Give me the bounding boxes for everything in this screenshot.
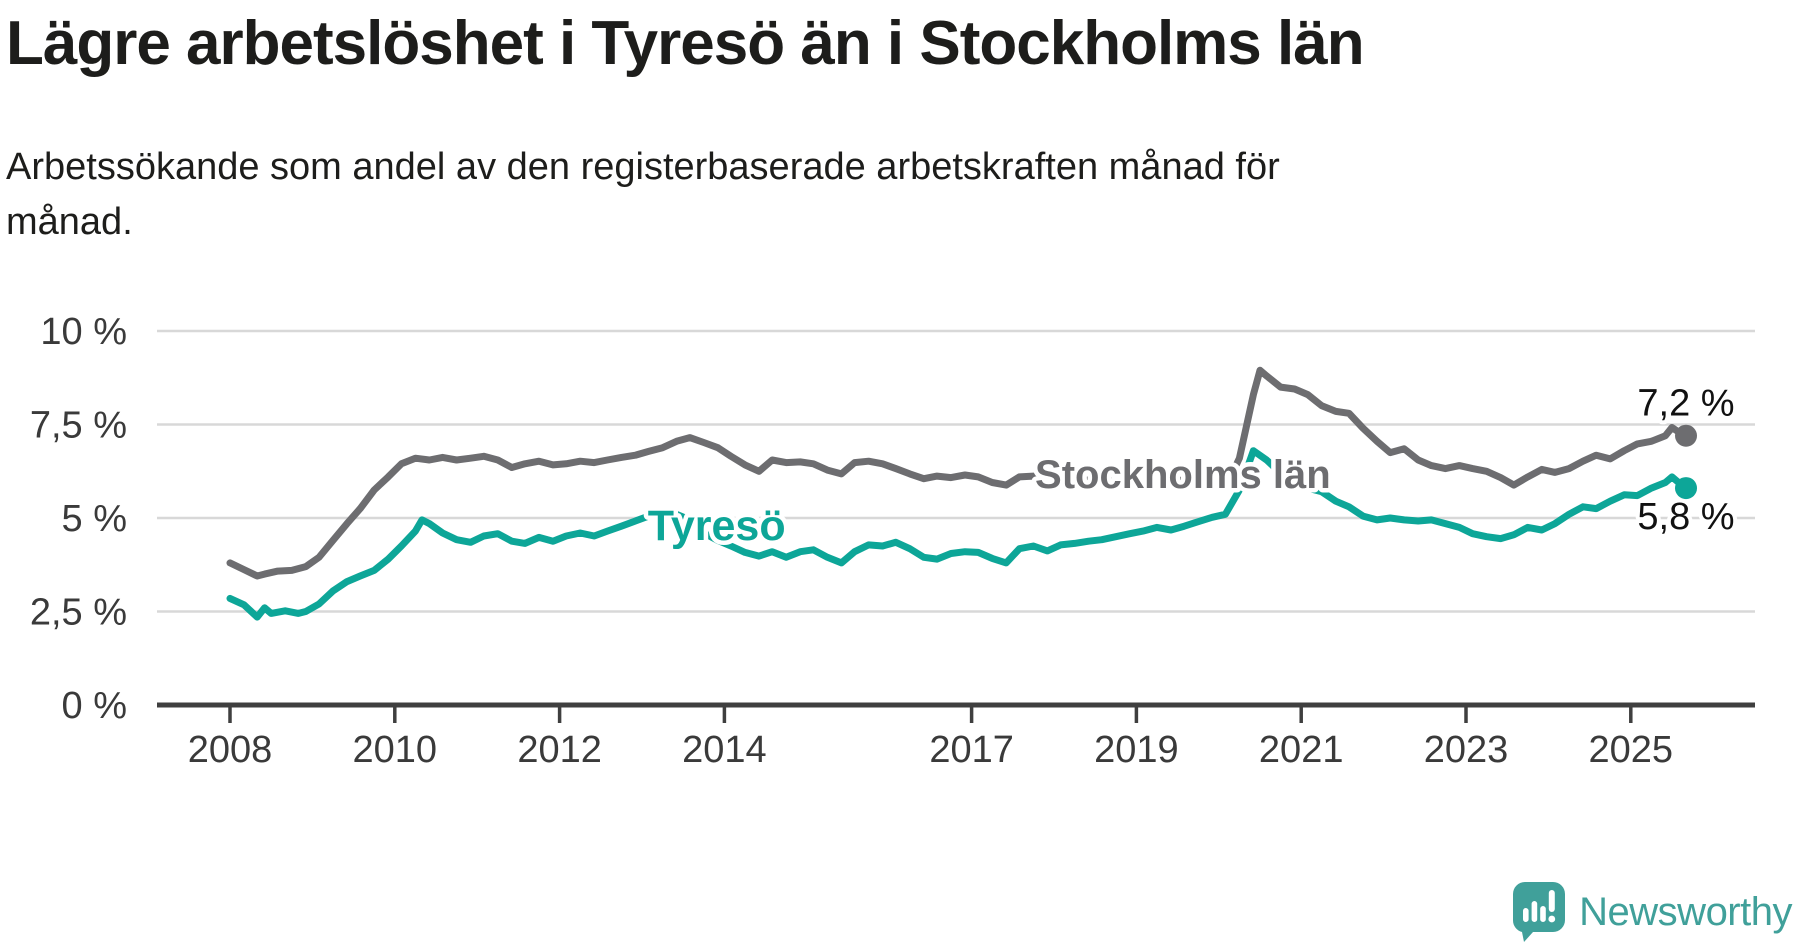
newsworthy-logo: Newsworthy bbox=[1513, 882, 1792, 942]
y-tick-label: 7,5 % bbox=[30, 405, 127, 447]
x-tick-label: 2014 bbox=[682, 729, 767, 771]
x-tick-label: 2025 bbox=[1589, 729, 1674, 771]
newsworthy-speech-bubble-icon bbox=[1513, 882, 1566, 942]
x-tick-label: 2012 bbox=[517, 729, 602, 771]
y-tick-label: 0 % bbox=[62, 685, 127, 727]
x-tick-label: 2017 bbox=[929, 729, 1014, 771]
bar-medium bbox=[1540, 906, 1546, 922]
series-end-dot bbox=[1675, 477, 1698, 500]
x-tick-label: 2021 bbox=[1259, 729, 1344, 771]
series-label-tyres-: Tyresö bbox=[648, 502, 786, 550]
exclamation-stem bbox=[1548, 890, 1555, 912]
series-label-stockholms-l-n: Stockholms län bbox=[1035, 453, 1331, 497]
gridlines bbox=[157, 329, 1755, 613]
page-title: Lägre arbetslöshet i Tyresö än i Stockho… bbox=[6, 9, 1365, 78]
series-line-tyres- bbox=[226, 447, 1690, 621]
bar-small bbox=[1523, 908, 1529, 922]
axes: 0 % 2,5 % 5 % 7,5 % 10 % 2008 2010 2012 2014 2017… bbox=[30, 311, 1755, 771]
y-tick-label: 2,5 % bbox=[30, 592, 127, 634]
speech-bubble-shape bbox=[1513, 882, 1566, 942]
x-tick-label: 2019 bbox=[1094, 729, 1179, 771]
data-series bbox=[226, 366, 1698, 621]
x-tick-label: 2010 bbox=[353, 729, 438, 771]
series-end-dot bbox=[1675, 424, 1698, 447]
newsworthy-wordmark: Newsworthy bbox=[1579, 889, 1792, 934]
bar-tall bbox=[1531, 901, 1538, 922]
chart-subtitle: Arbetssökande som andel av den registerb… bbox=[6, 146, 1280, 244]
y-tick-label: 10 % bbox=[40, 311, 127, 353]
y-tick-label: 5 % bbox=[62, 498, 127, 540]
x-tick-label: 2008 bbox=[188, 729, 273, 771]
end-value-label: 5,8 % bbox=[1637, 496, 1734, 538]
chart-labels: Stockholms län 7,2 % Tyresö 5,8 % bbox=[643, 379, 1738, 555]
series-line-stockholms-l-n bbox=[226, 366, 1690, 580]
x-tick-label: 2023 bbox=[1424, 729, 1509, 771]
end-value-label: 7,2 % bbox=[1637, 383, 1734, 425]
exclamation-dot bbox=[1548, 915, 1556, 923]
